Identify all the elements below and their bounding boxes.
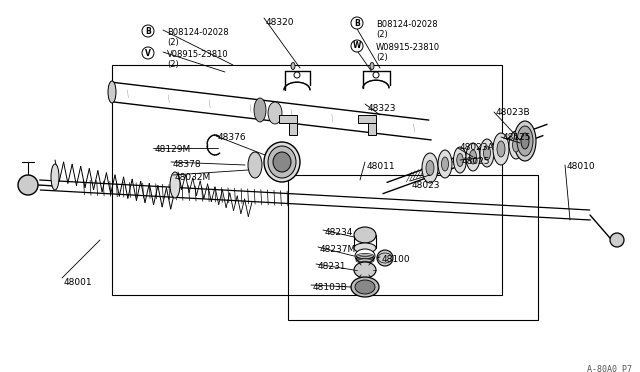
Ellipse shape [273, 152, 291, 172]
Bar [368, 123, 376, 135]
Ellipse shape [466, 143, 480, 171]
Text: 48323: 48323 [368, 104, 397, 113]
Ellipse shape [521, 133, 529, 149]
Ellipse shape [497, 141, 505, 157]
Ellipse shape [355, 249, 375, 263]
Ellipse shape [108, 81, 116, 103]
Text: 48100: 48100 [382, 255, 411, 264]
Circle shape [142, 47, 154, 59]
Text: 48320: 48320 [266, 18, 294, 27]
Text: 48025: 48025 [462, 157, 490, 166]
Circle shape [142, 25, 154, 37]
Circle shape [351, 17, 363, 29]
Ellipse shape [442, 157, 449, 171]
Circle shape [373, 72, 379, 78]
Text: V: V [145, 48, 151, 58]
Text: W08915-23810
(2): W08915-23810 (2) [376, 43, 440, 62]
Circle shape [351, 40, 363, 52]
Circle shape [294, 72, 300, 78]
Ellipse shape [517, 126, 533, 156]
Ellipse shape [513, 138, 520, 152]
Ellipse shape [354, 243, 376, 253]
Text: 48231: 48231 [318, 262, 346, 271]
Ellipse shape [291, 62, 295, 70]
Ellipse shape [426, 160, 434, 176]
Text: V08915-23810
(2): V08915-23810 (2) [167, 50, 228, 70]
Text: 48237M: 48237M [320, 245, 356, 254]
Text: B: B [145, 26, 151, 35]
Text: 48234: 48234 [325, 228, 353, 237]
Ellipse shape [354, 262, 376, 278]
Text: 48023B: 48023B [496, 108, 531, 117]
Text: 48103B: 48103B [313, 283, 348, 292]
Circle shape [18, 175, 38, 195]
Ellipse shape [480, 139, 494, 167]
Ellipse shape [422, 153, 438, 183]
Text: B: B [354, 19, 360, 28]
Ellipse shape [268, 102, 282, 124]
Ellipse shape [509, 131, 523, 159]
Ellipse shape [493, 133, 509, 165]
Ellipse shape [268, 146, 296, 178]
Text: 48125: 48125 [503, 133, 531, 142]
Ellipse shape [457, 154, 463, 167]
Bar [288, 175, 538, 320]
Circle shape [610, 233, 624, 247]
Bar [112, 65, 502, 295]
Ellipse shape [470, 150, 477, 164]
Ellipse shape [248, 152, 262, 178]
Ellipse shape [483, 146, 490, 160]
Text: 48023A: 48023A [460, 143, 495, 152]
Ellipse shape [370, 62, 374, 70]
Ellipse shape [254, 98, 266, 122]
Text: 48376: 48376 [218, 133, 246, 142]
Ellipse shape [438, 150, 452, 178]
Text: 48378: 48378 [173, 160, 202, 169]
Ellipse shape [170, 172, 180, 198]
Text: 48023: 48023 [412, 181, 440, 190]
Text: W: W [353, 42, 361, 51]
Text: B08124-02028
(2): B08124-02028 (2) [167, 28, 228, 47]
Circle shape [377, 250, 393, 266]
Text: 48001: 48001 [64, 278, 93, 287]
Ellipse shape [264, 142, 300, 182]
Ellipse shape [454, 147, 467, 173]
Ellipse shape [51, 164, 59, 190]
Text: 48032M: 48032M [175, 173, 211, 182]
Text: B08124-02028
(2): B08124-02028 (2) [376, 20, 438, 39]
Bar [289, 123, 297, 135]
Bar [279, 115, 297, 123]
Ellipse shape [514, 121, 536, 161]
Ellipse shape [354, 227, 376, 243]
Ellipse shape [355, 280, 375, 294]
Bar [358, 115, 376, 123]
Text: 48011: 48011 [367, 162, 396, 171]
Ellipse shape [351, 277, 379, 297]
Text: A-80A0 P7: A-80A0 P7 [587, 365, 632, 372]
Text: 48129M: 48129M [155, 145, 191, 154]
Text: 48010: 48010 [567, 162, 596, 171]
